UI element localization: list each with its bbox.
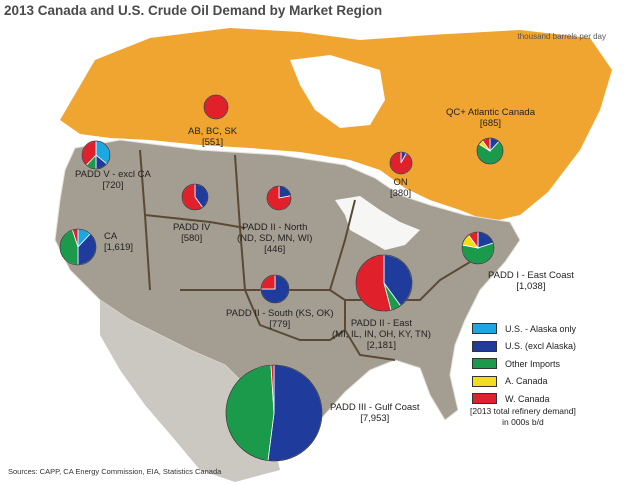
label-on: ON [380] [390, 177, 412, 199]
pie-outline [203, 94, 229, 120]
hudson-bay [290, 55, 385, 128]
units-label: thousand barrels per day [517, 32, 607, 41]
great-lakes [335, 196, 420, 250]
pie-padd-iii [225, 364, 323, 462]
label-padd-iv: PADD IV [580] [173, 222, 211, 244]
label-padd-i: PADD I - East Coast [1,038] [488, 270, 574, 292]
chart-title: 2013 Canada and U.S. Crude Oil Demand by… [4, 3, 383, 18]
legend-item-us: U.S. (excl Alaska) [472, 338, 576, 356]
label-qc-atlantic: QC+ Atlantic Canada [685] [446, 107, 535, 129]
legend-swatch [472, 358, 497, 370]
pie-charts [59, 94, 504, 462]
pie-padd-i [461, 231, 495, 265]
label-ca: CA [1,619] [104, 231, 134, 253]
legend-item-alaska: U.S. - Alaska only [472, 320, 576, 338]
pie-outline [461, 231, 495, 265]
pie-ca [59, 228, 97, 266]
pie-outline [260, 274, 290, 304]
pie-qc-atlantic [476, 137, 504, 165]
legend-label: Other Imports [505, 358, 561, 369]
label-padd-ii-east: PADD II - East (MI, IL, IN, OH, KY, TN) [2… [332, 318, 431, 351]
legend-label: U.S. (excl Alaska) [505, 341, 577, 352]
sources: Sources: CAPP, CA Energy Commission, EIA… [8, 467, 222, 476]
label-padd-iii: PADD III - Gulf Coast [7,953] [330, 402, 420, 424]
label-ab-bc-sk: AB, BC, SK [551] [188, 126, 238, 148]
pie-outline [355, 254, 413, 312]
legend-item-w-canada: W. Canada [472, 390, 576, 408]
label-padd-v: PADD V - excl CA [720] [75, 169, 151, 191]
pie-outline [181, 183, 209, 211]
pie-outline [81, 140, 111, 170]
legend: U.S. - Alaska only U.S. (excl Alaska) Ot… [472, 320, 576, 408]
demand-note: [2013 total refinery demand] in 000s b/d [470, 406, 576, 427]
legend-swatch [472, 340, 497, 352]
pie-padd-v [81, 140, 111, 170]
pie-outline [476, 137, 504, 165]
legend-label: W. Canada [505, 393, 550, 404]
legend-label: A. Canada [505, 376, 548, 387]
legend-swatch [472, 393, 497, 405]
legend-item-a-canada: A. Canada [472, 373, 576, 391]
pie-ab-bc-sk [203, 94, 229, 120]
legend-label: U.S. - Alaska only [505, 323, 577, 334]
pie-padd-ii-east [355, 254, 413, 312]
pie-outline [266, 185, 292, 211]
pie-padd-ii-north [266, 185, 292, 211]
pie-outline [389, 151, 413, 175]
pie-outline [225, 364, 323, 462]
legend-swatch [472, 323, 497, 335]
legend-item-other-imports: Other Imports [472, 355, 576, 373]
pie-padd-ii-south [260, 274, 290, 304]
pie-padd-iv [181, 183, 209, 211]
label-padd-ii-north: PADD II - North (ND, SD, MN, WI) [446] [237, 222, 313, 255]
pie-on [389, 151, 413, 175]
legend-swatch [472, 375, 497, 387]
pie-outline [59, 228, 97, 266]
label-padd-ii-south: PADD II - South (KS, OK) [779] [226, 308, 334, 330]
